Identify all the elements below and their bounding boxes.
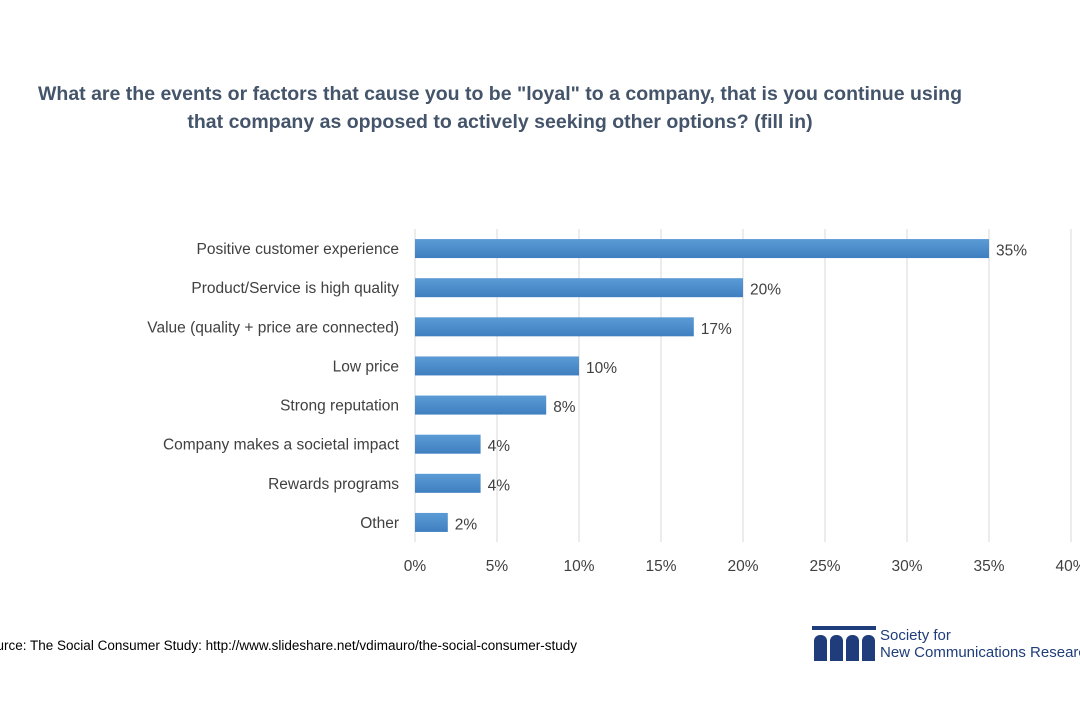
x-tick-label: 15%: [645, 558, 676, 575]
bar: [415, 512, 448, 532]
bar: [415, 395, 547, 415]
bar: [415, 278, 743, 298]
data-label: 8%: [553, 399, 576, 416]
x-tick-label: 30%: [891, 558, 922, 575]
x-tick-label: 25%: [809, 558, 840, 575]
x-tick-label: 10%: [563, 558, 594, 575]
category-label: Value (quality + price are connected): [147, 319, 399, 336]
snc-logo-text: Society for New Communications Research: [880, 627, 1080, 661]
source-note: Source: The Social Consumer Study: http:…: [0, 638, 578, 653]
category-label: Product/Service is high quality: [191, 280, 399, 297]
data-label: 17%: [701, 321, 732, 338]
x-tick-label: 35%: [973, 558, 1004, 575]
category-label: Positive customer experience: [197, 241, 399, 258]
chart-title-line-2: that company as opposed to actively seek…: [187, 111, 813, 133]
bar: [415, 434, 481, 454]
data-label: 4%: [488, 477, 511, 494]
data-label: 2%: [455, 516, 478, 533]
bar-chart: 0% 5% 10% 15% 20% 25% 30% 35% 40% Positive custom…: [147, 229, 1080, 575]
bar: [415, 473, 481, 493]
category-label: Low price: [333, 358, 399, 375]
x-tick-label: 40%: [1055, 558, 1080, 575]
chart-title-line-1: What are the events or factors that caus…: [38, 83, 962, 105]
snc-logo: Society for New Communications Research: [812, 626, 1080, 666]
data-label: 4%: [488, 438, 511, 455]
bar: [415, 239, 989, 259]
category-label: Rewards programs: [268, 476, 399, 493]
category-label: Company makes a societal impact: [163, 437, 400, 454]
bar: [415, 317, 694, 337]
x-tick-label: 5%: [486, 558, 509, 575]
bar: [415, 356, 579, 376]
category-label: Strong reputation: [280, 398, 399, 415]
data-label: 35%: [996, 243, 1027, 260]
x-tick-label: 0%: [404, 558, 427, 575]
x-tick-label: 20%: [727, 558, 758, 575]
category-label: Other: [360, 515, 399, 532]
snc-logo-line-1: Society for: [880, 627, 951, 644]
data-label: 20%: [750, 282, 781, 299]
snc-logo-line-2: New Communications Research: [880, 644, 1080, 661]
snc-logo-mark-icon: [812, 626, 876, 661]
chart-title: What are the events or factors that caus…: [0, 80, 1000, 136]
data-label: 10%: [586, 360, 617, 377]
